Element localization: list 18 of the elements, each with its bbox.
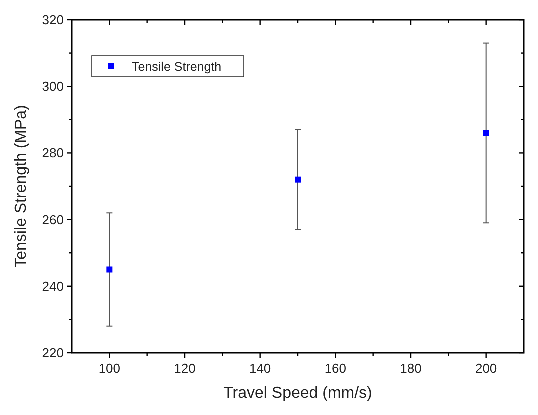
legend-label: Tensile Strength: [132, 60, 222, 74]
point: [483, 130, 490, 136]
y-tick-label: 240: [42, 278, 64, 294]
y-tick-label: 220: [42, 346, 64, 360]
x-tick-label: 100: [98, 361, 121, 376]
x-tick-label: 180: [400, 361, 422, 376]
x-tick-label: 140: [249, 361, 272, 376]
y-axis-title: Tensile Strength (MPa): [13, 105, 30, 268]
x-tick-label: 200: [475, 361, 498, 376]
x-tick-label: 120: [174, 361, 196, 376]
point: [295, 176, 301, 183]
x-axis-title: Travel Speed (mm/s): [224, 385, 372, 402]
y-tick-label: 300: [42, 79, 64, 94]
point: [106, 266, 113, 273]
y-tick-label: 280: [42, 146, 64, 161]
y-tick-label: 320: [42, 12, 64, 28]
y-tick-label: 260: [42, 212, 64, 228]
x-tick-label: 160: [324, 361, 347, 376]
